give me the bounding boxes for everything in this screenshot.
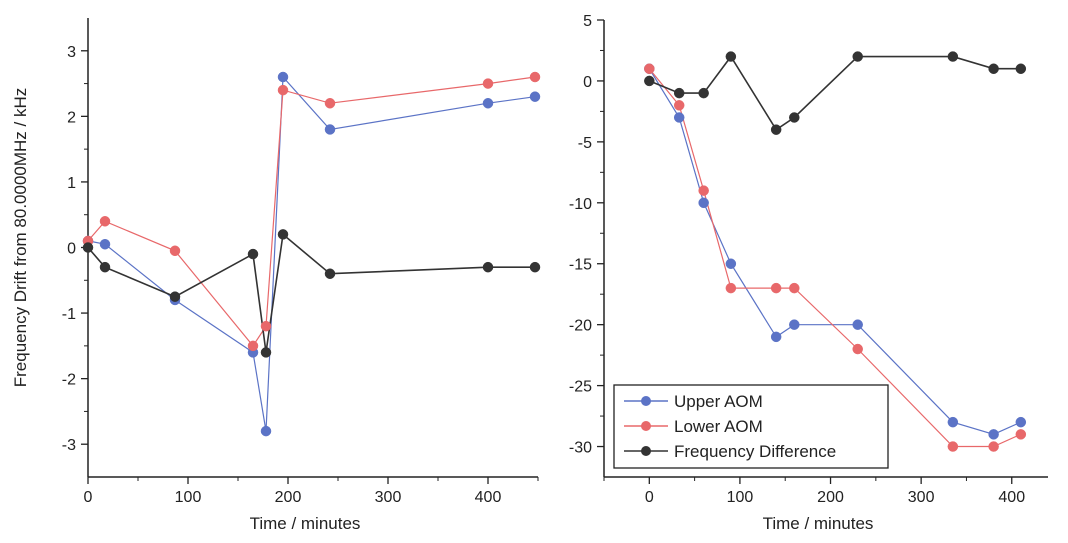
- legend: Upper AOM Lower AOM Frequency Difference: [613, 384, 889, 469]
- data-point-lower: [644, 63, 655, 74]
- data-point-lower: [673, 100, 685, 111]
- data-point-difference: [698, 87, 709, 99]
- x-tick-label: 400: [998, 489, 1025, 506]
- data-point-difference: [82, 242, 94, 253]
- plot-panel-1: 0 100 200 300 400 3 2 1 0 -1 -2 -3 Time / minutes Fre…: [11, 18, 541, 533]
- x-tick-label: 0: [645, 489, 654, 506]
- data-point-upper: [789, 319, 800, 330]
- legend-label: Upper AOM: [674, 392, 763, 411]
- data-point-lower: [169, 245, 181, 257]
- data-point-difference: [852, 51, 863, 62]
- data-point-difference: [1015, 63, 1027, 74]
- y-tick-label: 1: [67, 175, 76, 192]
- y-tick-label: -1: [62, 306, 76, 323]
- data-point-difference: [99, 261, 111, 273]
- y-tick-label: 0: [583, 74, 592, 91]
- data-point-difference: [988, 63, 999, 74]
- data-point-lower: [260, 320, 272, 332]
- series-line-lower: [87, 76, 536, 347]
- y-tick-label: 2: [67, 109, 76, 126]
- data-point-upper: [482, 97, 494, 109]
- series-line-upper: [87, 75, 536, 432]
- x-tick-label: 300: [375, 489, 402, 506]
- data-point-lower: [789, 282, 800, 294]
- data-point-difference: [482, 261, 494, 273]
- legend-swatch-marker: [641, 446, 651, 456]
- data-point-difference: [277, 229, 289, 240]
- y-tick-label: -2: [62, 372, 76, 389]
- legend-label: Lower AOM: [674, 417, 763, 436]
- data-point-upper: [947, 416, 959, 428]
- data-point-upper: [725, 258, 737, 269]
- data-point-difference: [725, 51, 737, 62]
- y-tick-label: -10: [569, 196, 592, 213]
- x-tick-label: 100: [727, 489, 754, 506]
- y-tick-label: 5: [583, 13, 592, 30]
- data-point-difference: [770, 124, 782, 135]
- x-tick-label: 200: [817, 489, 844, 506]
- x-tick-label: 300: [908, 489, 935, 506]
- data-point-difference: [169, 291, 181, 302]
- data-point-upper: [277, 71, 289, 83]
- data-point-difference: [789, 112, 800, 123]
- y-tick-label: -30: [569, 440, 592, 457]
- series-line-difference: [648, 55, 1021, 131]
- data-point-difference: [529, 261, 541, 273]
- y-tick-label: 0: [67, 241, 76, 258]
- data-point-lower: [725, 282, 737, 294]
- data-point-upper: [99, 238, 111, 250]
- data-point-difference: [247, 248, 259, 260]
- data-point-lower: [247, 340, 259, 352]
- data-point-upper: [770, 331, 782, 343]
- x-tick-label: 200: [275, 489, 302, 506]
- data-point-lower: [852, 343, 863, 355]
- data-point-upper: [673, 112, 685, 123]
- data-point-upper: [988, 429, 999, 440]
- series-line-upper: [648, 68, 1022, 435]
- x-tick-label: 400: [475, 489, 502, 506]
- x-tick-label: 100: [175, 489, 202, 506]
- data-point-lower: [277, 84, 289, 96]
- series-line-difference: [87, 232, 535, 353]
- plot-panel-2: 0 100 200 300 400 5 0 -5 -10 -15 -20 -25 -30 Time / m…: [569, 13, 1048, 533]
- y-tick-label: -5: [578, 135, 592, 152]
- data-point-difference: [947, 51, 959, 62]
- legend-swatch-marker: [641, 396, 651, 406]
- y-tick-label: -3: [62, 437, 76, 454]
- data-point-lower: [947, 441, 959, 452]
- data-point-upper: [698, 197, 709, 209]
- data-point-difference: [324, 268, 336, 279]
- x-axis-title: Time / minutes: [250, 514, 361, 533]
- data-point-difference: [260, 347, 272, 358]
- series-line-lower: [648, 68, 1022, 448]
- legend-swatch-marker: [641, 421, 651, 431]
- data-point-upper: [529, 91, 541, 102]
- y-tick-label: -20: [569, 318, 592, 335]
- data-point-lower: [1015, 429, 1027, 440]
- data-point-upper: [852, 319, 863, 330]
- legend-label: Frequency Difference: [674, 442, 836, 461]
- data-point-upper: [260, 425, 272, 437]
- data-point-lower: [988, 441, 999, 452]
- data-point-difference: [673, 87, 685, 99]
- y-tick-label: 3: [67, 44, 76, 61]
- data-point-lower: [698, 185, 709, 196]
- data-point-lower: [324, 97, 336, 109]
- y-tick-label: -25: [569, 379, 592, 396]
- data-point-lower: [529, 71, 541, 83]
- data-point-lower: [482, 78, 494, 89]
- data-point-lower: [770, 282, 782, 294]
- y-tick-label: -15: [569, 257, 592, 274]
- data-point-difference: [644, 75, 655, 87]
- data-point-upper: [1015, 416, 1027, 428]
- data-point-lower: [99, 216, 111, 227]
- data-point-upper: [324, 124, 336, 135]
- x-axis-title: Time / minutes: [763, 514, 874, 533]
- y-axis-title: Frequency Drift from 80.0000MHz / kHz: [11, 88, 30, 387]
- x-tick-label: 0: [84, 489, 93, 506]
